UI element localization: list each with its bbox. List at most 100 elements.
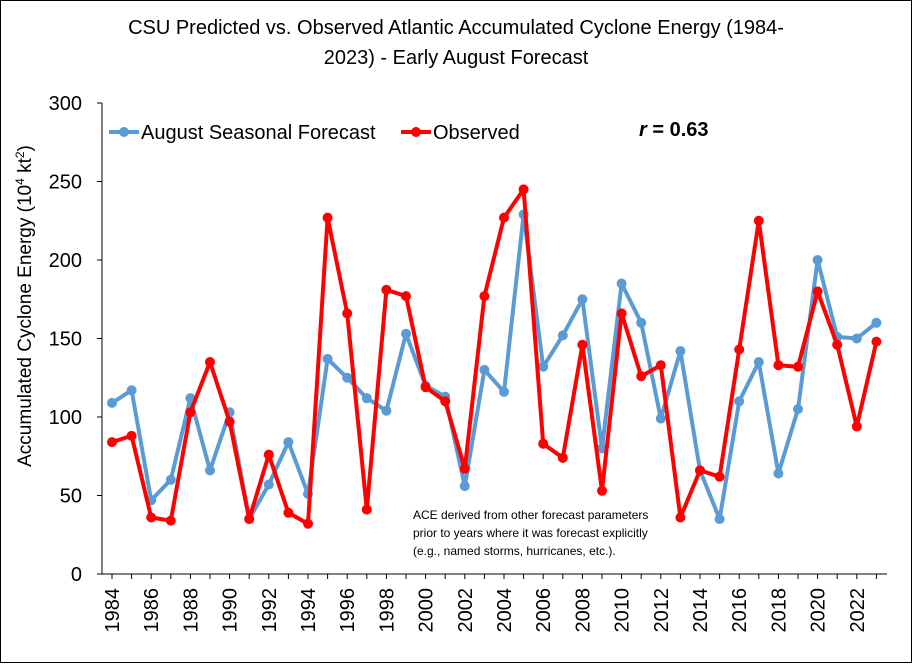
series-line [111,187,879,526]
data-point [107,397,117,408]
data-point [459,463,470,474]
data-point [851,333,862,344]
correlation-value: = 0.63 [647,119,709,141]
y-axis-label-end: ) [15,145,36,151]
svg-text:Accumulated Cyclone Energy (10: Accumulated Cyclone Energy (104 kt2) [13,145,36,467]
note-line-2: prior to years where it was forecast exp… [413,526,648,540]
x-tick-label: 2002 [455,588,477,633]
data-point [224,416,235,427]
data-point [322,353,333,364]
data-point [675,346,686,357]
data-point [283,507,294,518]
note-line-1: ACE derived from other forecast paramete… [413,508,648,522]
data-point [420,382,431,393]
data-point [342,372,353,383]
data-point [655,413,666,424]
x-tick-label: 2010 [612,588,634,633]
data-point [714,471,725,482]
data-point [303,518,313,529]
series-lines [107,184,882,529]
x-tick-label: 2006 [533,588,555,633]
x-tick-label: 2020 [808,588,830,633]
x-tick-label: 1998 [376,588,398,633]
data-point [401,328,411,339]
x-tick-label: 2000 [416,588,438,633]
data-point [753,215,764,226]
x-tick-label: 1984 [102,588,124,633]
legend-marker-observed [411,127,421,137]
y-axis-label-tail: kt [15,157,36,178]
data-point [616,278,627,289]
data-point [557,452,568,463]
x-tick-label: 2014 [690,588,712,633]
explanatory-note: ACE derived from other forecast paramete… [413,508,648,558]
data-point [361,504,372,515]
y-tick-label: 100 [49,407,82,429]
data-point [107,437,117,448]
data-point [499,212,509,223]
data-point [832,339,843,350]
x-tick-label: 2016 [729,588,751,633]
chart-title-line-2: 2023) - Early August Forecast [324,47,589,69]
y-tick-label: 0 [71,564,82,586]
x-tick-label: 2012 [651,588,673,633]
data-point [165,515,176,526]
data-point [322,212,333,223]
data-point [753,357,764,368]
data-point [283,437,294,448]
data-point [263,479,274,490]
y-tick-label: 250 [49,172,82,194]
data-point [205,357,215,368]
data-point [263,449,274,460]
legend-marker-forecast [119,127,129,137]
data-point [342,308,353,319]
data-point [734,344,745,355]
data-point [499,386,509,397]
data-point [812,255,823,265]
legend: August Seasonal Forecast Observed [109,122,520,144]
y-axis-label-sup2: 2 [13,151,27,158]
data-point [695,465,705,476]
data-point [793,404,803,415]
note-line-3: (e.g., named storms, hurricanes, etc.). [413,544,616,558]
data-point [146,512,157,523]
data-point [616,308,627,319]
data-point [871,317,882,328]
y-axis-label-sup: 4 [13,178,27,185]
y-tick-label: 200 [49,250,82,272]
data-point [773,360,784,371]
data-point [655,360,666,371]
data-point [538,361,549,372]
data-point [440,396,451,407]
y-tick-label: 300 [49,93,82,115]
x-tick-label: 1986 [141,588,163,633]
data-point [636,371,647,382]
data-point [675,512,686,523]
data-point [851,421,862,432]
y-tick-label: 50 [60,486,82,508]
data-point [185,407,196,418]
data-point [597,485,607,496]
data-point [538,438,549,449]
data-point [381,284,392,295]
data-point [459,481,470,492]
data-point [773,468,784,479]
data-point [793,361,803,372]
data-point [636,317,647,328]
legend-label-observed: Observed [433,122,520,144]
x-tick-label: 2008 [572,588,594,633]
x-tick-label: 1992 [259,588,281,633]
data-point [165,474,176,485]
data-point [381,405,392,416]
data-point [244,514,255,525]
data-point [361,393,372,404]
data-point [479,291,490,302]
x-tick-labels: 1984 1986 1988 1990 1992 1994 1996 1998 2000 2002… [102,574,877,633]
legend-label-forecast: August Seasonal Forecast [141,122,376,144]
data-point [734,396,745,407]
data-point [577,294,588,305]
correlation-r-symbol: r [639,119,648,141]
data-point [479,364,490,375]
x-tick-label: 2018 [768,588,790,633]
